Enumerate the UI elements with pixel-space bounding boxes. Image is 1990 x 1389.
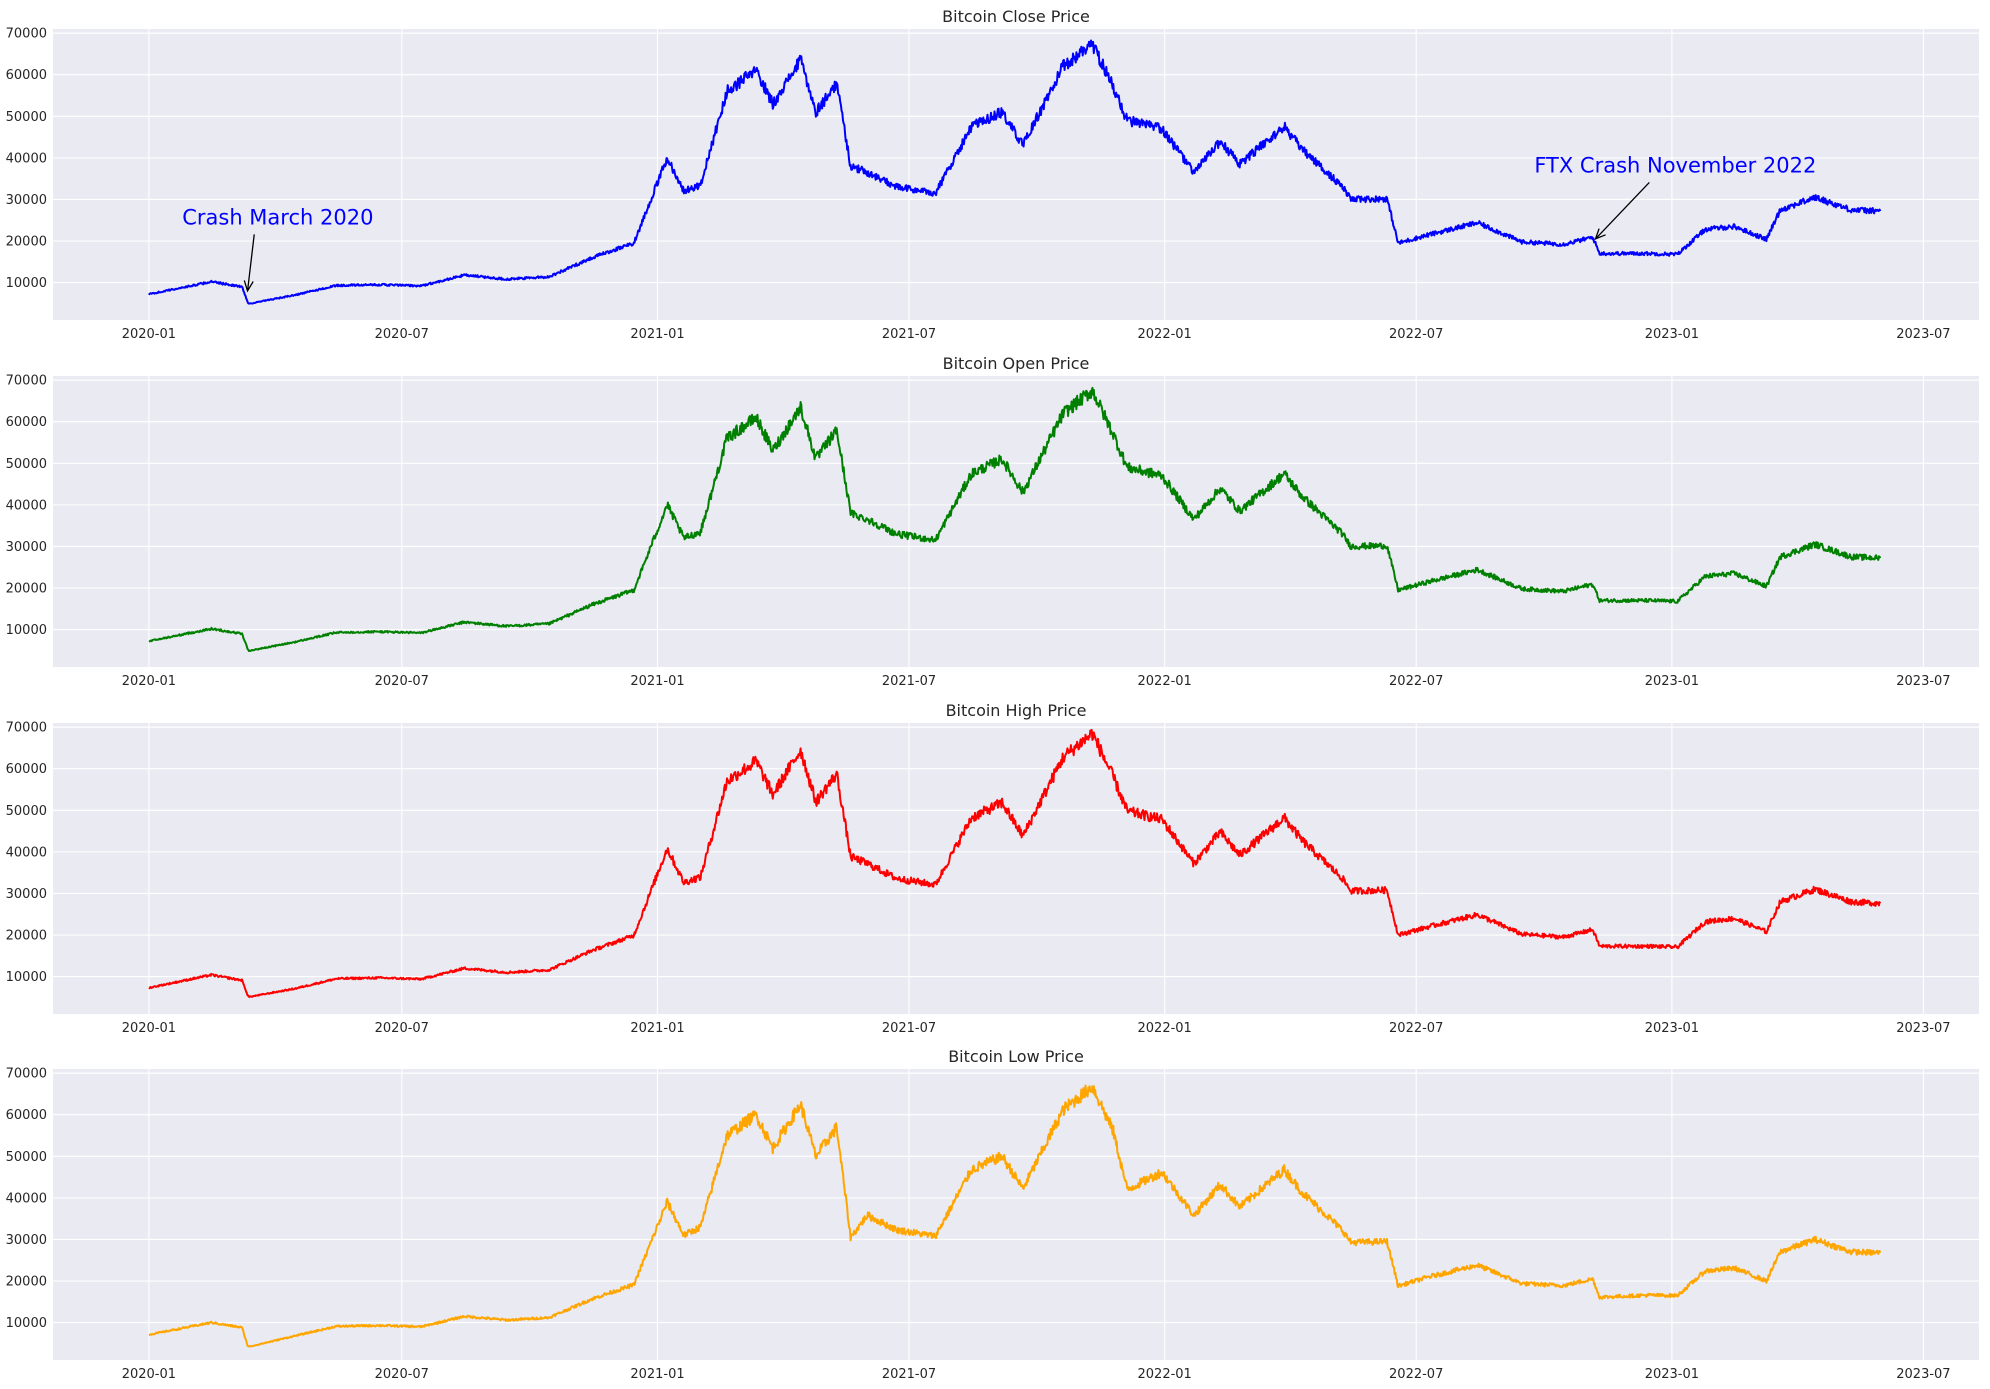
open-price-ticks: 2020-01 2020-07 2021-01 2021-07 2022-01 2022-… (6, 374, 1951, 689)
open-price-y-tick-label: 10000 (6, 623, 47, 638)
close-price-grid (53, 29, 1979, 320)
high-price-chart: Bitcoin High Price 2020-01 2020-07 2021-01… (6, 701, 1979, 1036)
low-price-grid (53, 1069, 1979, 1360)
open-price-title: Bitcoin Open Price (943, 354, 1090, 373)
close-price-y-tick-label: 60000 (6, 68, 47, 83)
high-price-title: Bitcoin High Price (946, 701, 1087, 720)
open-price-grid (53, 376, 1979, 667)
open-price-y-tick-label: 40000 (6, 498, 47, 513)
close-price-plot-area (53, 29, 1979, 320)
close-price-title: Bitcoin Close Price (942, 7, 1090, 26)
low-price-x-tick-label: 2022-07 (1389, 1367, 1443, 1382)
high-price-y-tick-label: 60000 (6, 762, 47, 777)
close-price-annotation-arrow-1 (1594, 181, 1650, 240)
close-price-annotation-arrowhead-0 (243, 280, 254, 293)
low-price-plot-area (53, 1069, 1979, 1360)
high-price-x-tick-label: 2022-07 (1389, 1021, 1443, 1036)
low-price-title: Bitcoin Low Price (948, 1047, 1084, 1066)
low-price-y-tick-label: 50000 (6, 1150, 47, 1165)
close-price-annotation-label-0: Crash March 2020 (182, 205, 373, 229)
open-price-y-tick-label: 20000 (6, 582, 47, 597)
high-price-y-tick-label: 20000 (6, 929, 47, 944)
close-price-x-tick-label: 2021-01 (630, 327, 684, 342)
close-price-y-tick-label: 30000 (6, 193, 47, 208)
low-price-chart: Bitcoin Low Price 2020-01 2020-07 2021-01 2… (6, 1047, 1979, 1382)
close-price-y-tick-label: 50000 (6, 110, 47, 125)
close-price-chart: Bitcoin Close Price 2020-01 2020-07 2021-0… (6, 7, 1979, 342)
close-price-y-tick-label: 10000 (6, 276, 47, 291)
close-price-x-tick-label: 2021-07 (882, 327, 936, 342)
close-price-y-tick-label: 20000 (6, 235, 47, 250)
low-price-x-tick-label: 2021-01 (630, 1367, 684, 1382)
open-price-x-tick-label: 2023-01 (1645, 674, 1699, 689)
close-price-x-tick-label: 2020-01 (122, 327, 176, 342)
high-price-y-tick-label: 50000 (6, 804, 47, 819)
high-price-x-tick-label: 2023-01 (1645, 1021, 1699, 1036)
high-price-plot-area (53, 723, 1979, 1014)
open-price-line (148, 386, 1882, 652)
high-price-y-tick-label: 40000 (6, 845, 47, 860)
close-price-annotation-label-1: FTX Crash November 2022 (1534, 153, 1816, 177)
high-price-x-tick-label: 2020-01 (122, 1021, 176, 1036)
low-price-ticks: 2020-01 2020-07 2021-01 2021-07 2022-01 2022-… (6, 1067, 1951, 1382)
open-price-x-tick-label: 2021-01 (630, 674, 684, 689)
low-price-line (148, 1084, 1882, 1348)
low-price-y-tick-label: 30000 (6, 1233, 47, 1248)
low-price-y-tick-label: 40000 (6, 1191, 47, 1206)
open-price-x-tick-label: 2020-01 (122, 674, 176, 689)
close-price-x-tick-label: 2022-01 (1138, 327, 1192, 342)
open-price-x-tick-label: 2020-07 (375, 674, 429, 689)
open-price-y-tick-label: 70000 (6, 374, 47, 389)
low-price-x-tick-label: 2020-07 (375, 1367, 429, 1382)
high-price-y-tick-label: 30000 (6, 887, 47, 902)
open-price-x-tick-label: 2021-07 (882, 674, 936, 689)
open-price-y-tick-label: 30000 (6, 540, 47, 555)
close-price-annotation-arrow-0 (246, 234, 255, 291)
close-price-annotation-arrowhead-1 (1594, 228, 1606, 241)
low-price-x-tick-label: 2023-01 (1645, 1367, 1699, 1382)
high-price-line (148, 728, 1882, 998)
high-price-x-tick-label: 2020-07 (375, 1021, 429, 1036)
open-price-chart: Bitcoin Open Price 2020-01 2020-07 2021-01… (6, 354, 1979, 689)
close-price-y-tick-label: 40000 (6, 151, 47, 166)
low-price-x-tick-label: 2023-07 (1896, 1367, 1950, 1382)
high-price-y-tick-label: 70000 (6, 721, 47, 736)
open-price-y-tick-label: 50000 (6, 457, 47, 472)
close-price-x-tick-label: 2023-01 (1645, 327, 1699, 342)
close-price-x-tick-label: 2022-07 (1389, 327, 1443, 342)
high-price-x-tick-label: 2023-07 (1896, 1021, 1950, 1036)
close-price-x-tick-label: 2023-07 (1896, 327, 1950, 342)
low-price-x-tick-label: 2020-01 (122, 1367, 176, 1382)
close-price-annotations: Crash March 2020 FTX Crash November 2022 (182, 153, 1816, 293)
high-price-x-tick-label: 2021-01 (630, 1021, 684, 1036)
high-price-grid (53, 723, 1979, 1014)
low-price-y-tick-label: 60000 (6, 1108, 47, 1123)
close-price-ticks: 2020-01 2020-07 2021-01 2021-07 2022-01 2022-… (6, 27, 1951, 342)
open-price-x-tick-label: 2022-07 (1389, 674, 1443, 689)
open-price-plot-area (53, 376, 1979, 667)
close-price-x-tick-label: 2020-07 (375, 327, 429, 342)
high-price-x-tick-label: 2022-01 (1138, 1021, 1192, 1036)
high-price-y-tick-label: 10000 (6, 970, 47, 985)
high-price-x-tick-label: 2021-07 (882, 1021, 936, 1036)
low-price-y-tick-label: 70000 (6, 1067, 47, 1082)
close-price-line (148, 39, 1882, 305)
low-price-x-tick-label: 2021-07 (882, 1367, 936, 1382)
open-price-y-tick-label: 60000 (6, 415, 47, 430)
high-price-ticks: 2020-01 2020-07 2021-01 2021-07 2022-01 2022-… (6, 721, 1951, 1036)
low-price-x-tick-label: 2022-01 (1138, 1367, 1192, 1382)
open-price-x-tick-label: 2023-07 (1896, 674, 1950, 689)
open-price-x-tick-label: 2022-01 (1138, 674, 1192, 689)
low-price-y-tick-label: 10000 (6, 1316, 47, 1331)
close-price-y-tick-label: 70000 (6, 27, 47, 42)
low-price-y-tick-label: 20000 (6, 1275, 47, 1290)
